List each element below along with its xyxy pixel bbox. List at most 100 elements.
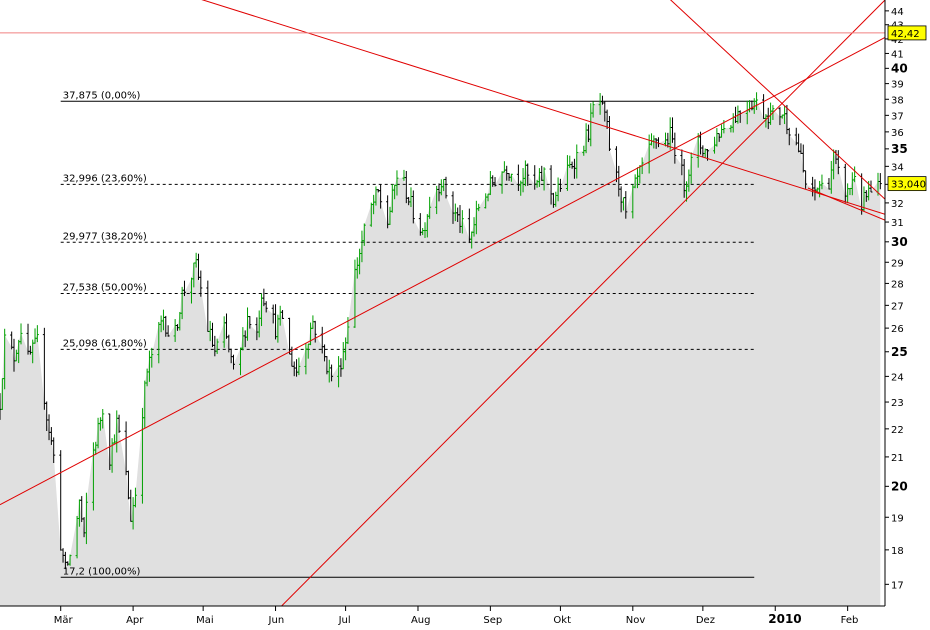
y-tick-label: 20	[891, 479, 908, 493]
ohlc-bar	[133, 487, 137, 508]
trendline-steep-ascending	[280, 0, 885, 606]
ohlc-bar	[166, 325, 170, 337]
y-tick-label: 36	[891, 128, 904, 139]
ohlc-bar	[762, 94, 766, 119]
x-tick-label: Sep	[483, 615, 502, 626]
ohlc-bar	[428, 196, 432, 219]
ohlc-bar	[362, 223, 366, 246]
ohlc-bar	[444, 176, 448, 199]
ohlc-bar	[150, 347, 154, 368]
x-tick-label: Mär	[54, 615, 74, 626]
ohlc-bar	[84, 492, 88, 545]
ohlc-bar	[836, 150, 840, 175]
ohlc-bar	[526, 163, 530, 186]
y-tick-label: 30	[891, 235, 908, 249]
x-tick-label: Dez	[696, 615, 715, 626]
ohlc-bar	[281, 310, 285, 319]
y-tick-label: 42	[891, 35, 904, 46]
ohlc-bar	[878, 173, 882, 190]
x-tick-label: 2010	[768, 612, 801, 626]
ohlc-bar	[19, 323, 23, 345]
ohlc-bar	[558, 178, 562, 192]
ohlc-bar	[59, 450, 63, 551]
trendline-lower-channel	[807, 187, 885, 221]
fib-label-0: 37,875 (0,00%)	[63, 90, 141, 101]
x-tick-label: Jul	[338, 615, 351, 626]
y-tick-label: 26	[891, 324, 904, 335]
ohlc-bar	[297, 357, 301, 376]
x-tick-label: Aug	[411, 615, 431, 626]
y-tick-label: 44	[891, 7, 904, 18]
ohlc-bar	[395, 170, 399, 196]
x-tick-label: Nov	[626, 615, 646, 626]
price-markers: 42,42 33,040	[887, 25, 927, 192]
ohlc-bar	[264, 301, 268, 313]
fib-label-3: 27,538 (50,00%)	[63, 282, 147, 293]
ohlc-bars	[0, 92, 882, 570]
y-tick-label: 37	[891, 111, 904, 122]
ohlc-bar	[477, 203, 481, 212]
y-tick-label: 21	[891, 453, 904, 464]
ohlc-bar	[199, 270, 203, 297]
svg-text:42,42: 42,42	[891, 29, 920, 40]
x-tick-label: Jun	[268, 615, 285, 626]
trendline-ascending-support	[0, 37, 885, 506]
marker-42-42: 42,42	[887, 25, 927, 41]
y-tick-label: 32	[891, 199, 904, 210]
ohlc-bar	[232, 354, 236, 370]
ohlc-bar	[575, 144, 579, 179]
fib-label-5: 17,2 (100,00%)	[63, 566, 141, 577]
ohlc-bar	[853, 166, 857, 183]
ohlc-bar	[3, 328, 7, 390]
ohlc-bar	[804, 170, 808, 189]
y-tick-label: 31	[891, 218, 904, 229]
y-tick-label: 34	[891, 162, 904, 173]
y-tick-label: 24	[891, 372, 904, 383]
ohlc-bar	[787, 127, 791, 146]
ohlc-bar	[68, 554, 72, 566]
y-tick-label: 39	[891, 80, 904, 91]
y-tick-label: 29	[891, 258, 904, 269]
trendline-descending-long	[201, 0, 885, 215]
last-price-marker: 33,040	[887, 176, 927, 192]
x-tick-label: Feb	[841, 615, 859, 626]
y-tick-label: 25	[891, 345, 908, 359]
ohlc-bar	[101, 409, 105, 429]
fibonacci-levels: 37,875 (0,00%) 32,996 (23,60%) 29,977 (38,…	[60, 90, 755, 578]
ohlc-bar	[52, 437, 56, 464]
fib-label-4: 25,098 (61,80%)	[63, 338, 147, 349]
ohlc-bar	[607, 116, 611, 151]
ohlc-bar	[182, 280, 186, 297]
ohlc-bar	[117, 414, 121, 433]
price-area	[0, 100, 881, 606]
ohlc-bar	[460, 210, 464, 234]
ohlc-bar	[330, 364, 334, 382]
y-tick-label: 40	[891, 61, 908, 75]
x-tick-label: Mai	[196, 615, 214, 626]
ohlc-bar	[624, 191, 628, 219]
fib-label-1: 32,996 (23,60%)	[63, 173, 147, 184]
trendline-steep-descending	[669, 0, 885, 200]
ohlc-bar	[689, 152, 693, 184]
trendlines	[0, 0, 885, 606]
ohlc-bar	[411, 190, 415, 224]
y-tick-label: 35	[891, 142, 908, 156]
ohlc-bar	[755, 92, 759, 111]
ohlc-bar	[313, 320, 317, 343]
ohlc-bar	[493, 177, 497, 187]
ohlc-bar	[820, 174, 824, 190]
ohlc-bar	[379, 184, 383, 209]
y-tick-label: 38	[891, 95, 904, 106]
price-area-fill	[0, 100, 881, 606]
x-tick-label: Okt	[553, 615, 571, 626]
ohlc-bar	[35, 325, 39, 343]
y-tick-label: 23	[891, 398, 904, 409]
y-tick-label: 41	[891, 49, 904, 60]
ohlc-bar	[248, 316, 252, 329]
svg-text:33,040: 33,040	[891, 180, 926, 191]
y-tick-label: 22	[891, 425, 904, 436]
ohlc-bar	[799, 143, 803, 154]
ohlc-bar	[206, 280, 210, 332]
x-tick-label: Apr	[126, 615, 144, 626]
y-tick-label: 27	[891, 301, 904, 312]
